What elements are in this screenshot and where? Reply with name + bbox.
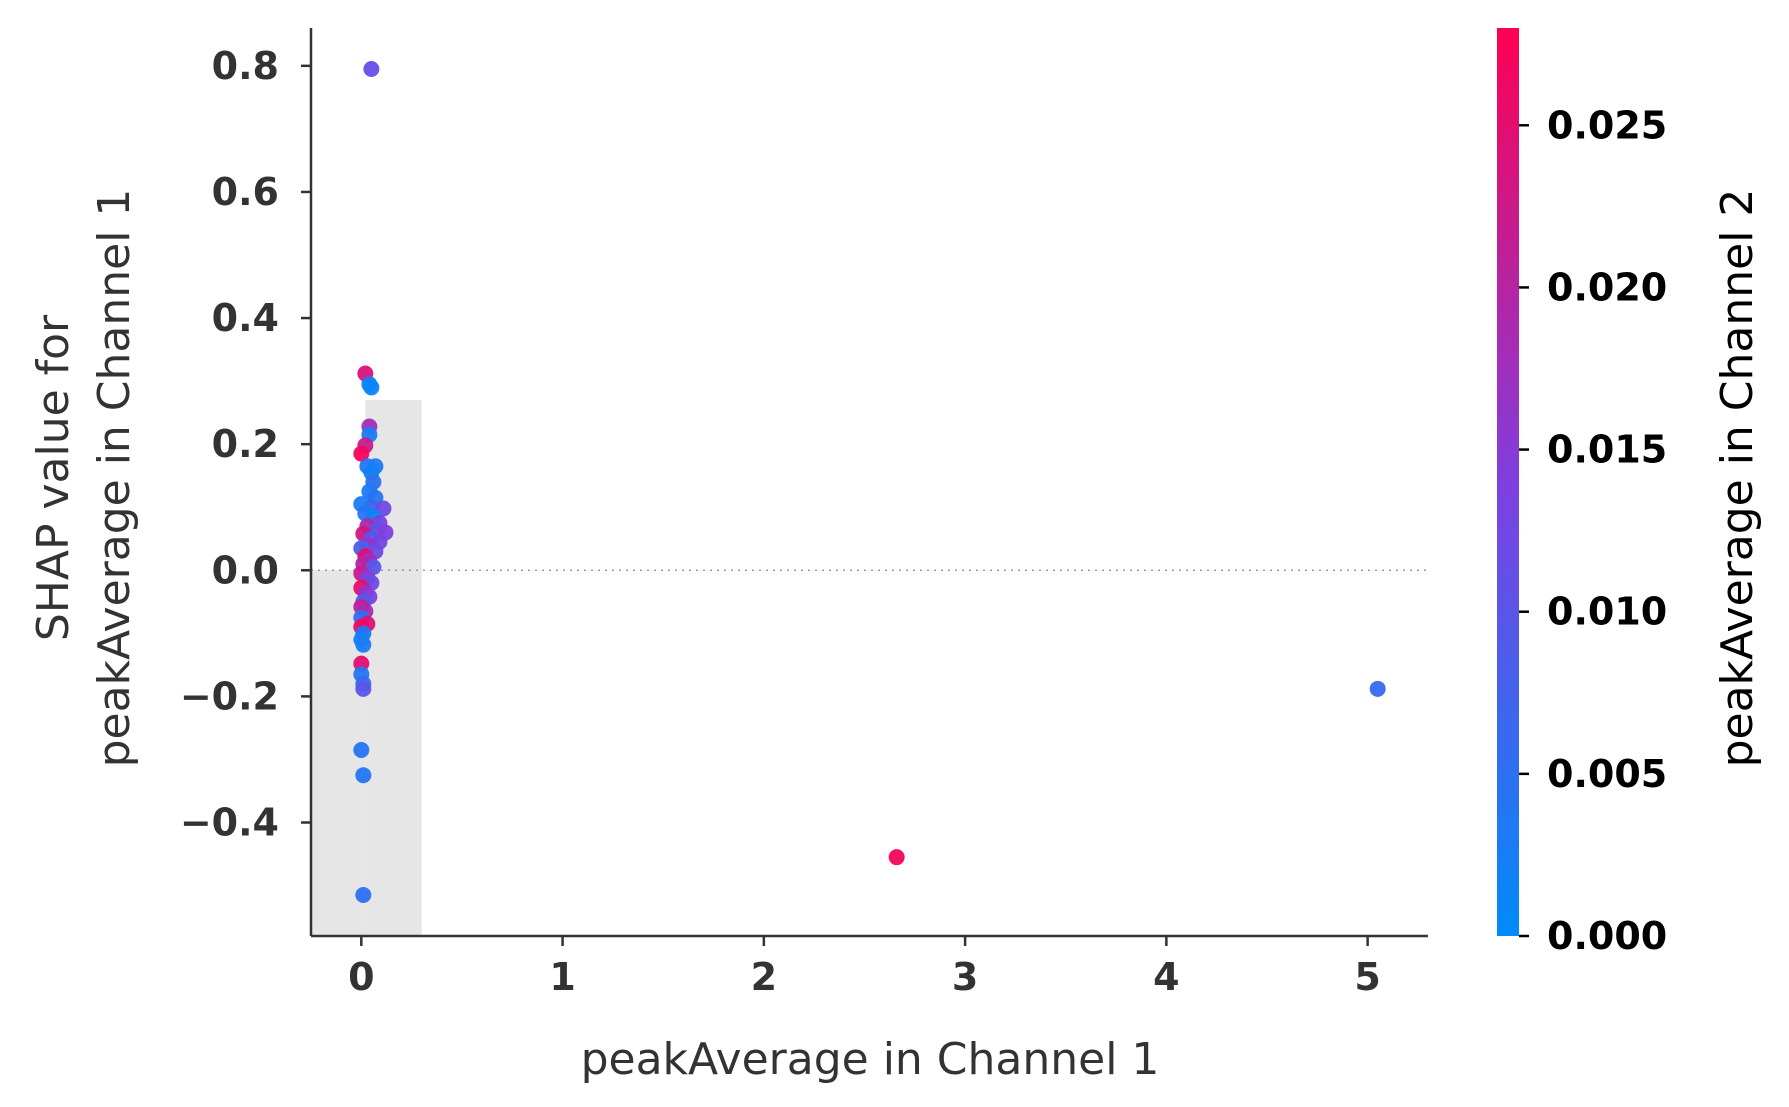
y-tick-label-2: 0.0	[212, 548, 279, 592]
data-point-0	[363, 60, 380, 77]
axes	[309, 28, 1428, 938]
data-point-54	[355, 887, 372, 904]
y-tick-label-3: 0.2	[212, 422, 279, 466]
data-point-53	[355, 767, 372, 784]
x-axis-label: peakAverage in Channel 1	[581, 1034, 1160, 1085]
data-point-3	[363, 379, 380, 396]
colorbar-tick-label-4: 0.020	[1547, 265, 1667, 309]
data-point-52	[353, 741, 370, 758]
colorbar-tick-label-2: 0.010	[1547, 590, 1667, 634]
y-ticks: −0.4 −0.2 0.0 0.2 0.4 0.6 0.8	[180, 44, 311, 845]
colorbar-tick-label-1: 0.005	[1547, 752, 1667, 796]
x-tick-label-4: 4	[1153, 955, 1179, 999]
colorbar-tick-label-0: 0.000	[1547, 914, 1667, 958]
x-tick-label-1: 1	[549, 955, 575, 999]
x-tick-label-5: 5	[1354, 955, 1380, 999]
x-tick-label-2: 2	[751, 955, 777, 999]
colorbar	[1497, 28, 1519, 936]
y-axis-label-line2: peakAverage in Channel 1	[89, 189, 140, 768]
data-point-7	[353, 445, 370, 462]
data-point-56	[1369, 680, 1386, 697]
colorbar-tick-label-3: 0.015	[1547, 428, 1667, 472]
y-tick-label-5: 0.6	[212, 170, 279, 214]
data-point-51	[355, 680, 372, 697]
y-tick-label-1: −0.2	[180, 674, 279, 718]
colorbar-ticks: 0.000 0.005 0.010 0.015 0.020 0.025	[1519, 103, 1667, 958]
x-tick-label-3: 3	[952, 955, 978, 999]
x-tick-label-0: 0	[348, 955, 374, 999]
y-tick-label-0: −0.4	[180, 801, 279, 845]
data-point-55	[888, 849, 905, 866]
points-layer	[353, 60, 1386, 904]
colorbar-tick-label-5: 0.025	[1547, 103, 1667, 147]
y-axis-label-line1: SHAP value for	[28, 314, 79, 641]
y-tick-label-6: 0.8	[212, 44, 279, 88]
x-ticks: 0 1 2 3 4 5	[348, 936, 1381, 999]
y-tick-label-4: 0.4	[212, 296, 279, 340]
colorbar-label: peakAverage in Channel 2	[1712, 189, 1763, 768]
data-point-47	[355, 636, 372, 653]
